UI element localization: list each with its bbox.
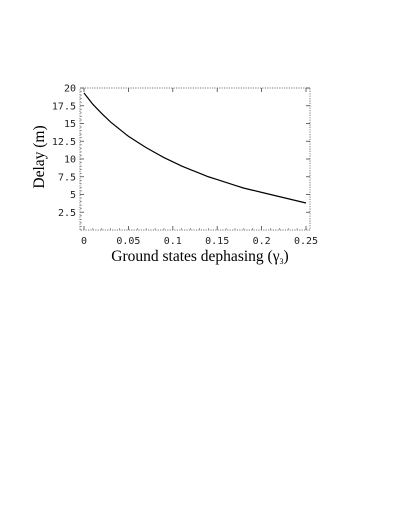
x-axis-title-close: ) — [284, 248, 289, 265]
y-tick-label: 5 — [70, 190, 76, 201]
x-tick-label: 0 — [81, 236, 87, 247]
series-line-1 — [83, 92, 307, 204]
y-tick-label: 2.5 — [58, 208, 76, 219]
tick-labels: 0 0.05 0.1 0.15 0.2 0.25 2.5 5 7.5 10 12.5 15 17.5 20 — [52, 84, 318, 248]
y-axis-title: Delay (m) — [31, 125, 48, 188]
axis-ticks — [80, 87, 310, 231]
x-axis-title: Ground states dephasing (γ3) — [111, 248, 288, 266]
y-tick-label: 20 — [64, 84, 76, 95]
x-tick-label: 0.2 — [253, 236, 271, 247]
x-tick-label: 0.1 — [164, 236, 182, 247]
x-tick-label: 0.05 — [116, 236, 140, 247]
plot-frame — [79, 87, 311, 231]
series-layer — [83, 92, 307, 204]
y-tick-label: 10 — [64, 155, 76, 166]
y-tick-label: 12.5 — [52, 137, 76, 148]
y-tick-label: 7.5 — [58, 172, 76, 183]
x-axis-title-subscript: 3 — [280, 257, 284, 266]
y-tick-label: 17.5 — [52, 101, 76, 112]
x-tick-label: 0.25 — [294, 236, 318, 247]
y-tick-label: 15 — [64, 119, 76, 130]
x-axis-title-main: Ground states dephasing (γ — [111, 248, 279, 265]
x-tick-label: 0.15 — [205, 236, 229, 247]
